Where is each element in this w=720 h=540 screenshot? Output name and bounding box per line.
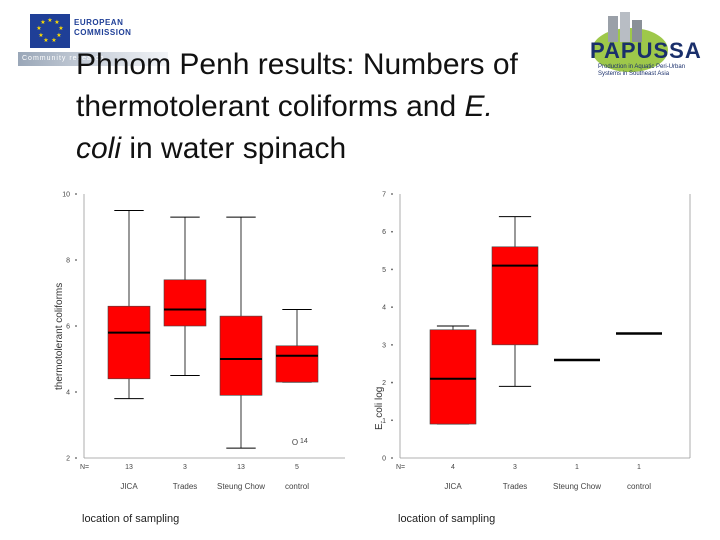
chart1-box [107,305,151,380]
chart2-ytick-label: 3 [382,342,386,349]
chart1-n-value: 3 [183,464,187,471]
svg-text:★: ★ [58,25,63,32]
chart1-ytick-label: 2 [66,456,70,463]
chart1-ylabel: thermotolerant coliforms [54,283,65,390]
eu-band-text: Community research [22,55,105,62]
chart1-ytick-mark [75,325,77,327]
chart2-n-value: 3 [513,464,517,471]
chart2-ytick-mark [391,230,393,233]
chart2-xlabel: location of sampling [398,513,496,525]
svg-text:★: ★ [54,19,59,26]
chart2-ytick-label: 1 [382,418,386,425]
chart2-n-value: 1 [575,464,579,471]
chart2-ytick-label: 2 [382,380,386,387]
svg-text:★: ★ [36,25,41,32]
papussa-subtitle: Production in Aquatic Peri-Urban Systems… [598,64,686,77]
chart1-n-value: 5 [295,464,299,471]
chart1-ytick-label: 6 [66,324,70,331]
title-italic-coli: coli [76,132,122,165]
chart2-n-value: 1 [637,464,641,471]
papussa-logo: PAPUSSA Production in Aquatic Peri-Urban… [580,10,720,90]
chart1-box [163,279,207,327]
chart2-ytick-label: 6 [382,229,386,236]
eu-flag-icon: ★ ★ ★ ★ ★ ★ ★ ★ ★ [30,14,70,48]
svg-text:★: ★ [47,17,52,24]
svg-text:★: ★ [51,37,56,44]
papussa-name: PAPUSSA [590,38,702,63]
chart1-outlier-marker: O [292,438,298,447]
chart2-ytick-mark [391,306,393,309]
chart1-category-label: JICA [120,482,138,491]
chart1-category-label: Steung Chow [217,482,265,491]
chart2-category-label: Steung Chow [553,482,601,491]
chart1-ytick-mark [75,391,77,393]
chart2-ytick-label: 7 [382,192,386,199]
page-title: Phnom Penh results: Numbers of thermotol… [76,44,636,170]
chart2-ytick-label: 4 [382,305,386,312]
chart2-n-value: 4 [451,464,455,471]
chart1-category-label: control [285,482,309,491]
chart2-ytick-label: 5 [382,267,386,274]
chart1-ytick-label: 4 [66,390,70,397]
european-commission-logo: ★ ★ ★ ★ ★ ★ ★ ★ ★ EUROPEAN COMMISSION Co… [18,12,168,68]
title-italic-e: E. [464,90,493,123]
eu-logo-text: EUROPEAN COMMISSION [74,18,131,38]
papussa-emblem-icon [592,12,668,72]
chart1-box [219,315,263,396]
chart2-category-label: Trades [503,482,528,491]
chart2-category-label: control [627,482,651,491]
title-line3-rest: in water spinach [121,132,347,165]
chart2-category-label: JICA [444,482,462,491]
chart2-n-label: N= [396,464,405,471]
svg-text:★: ★ [38,32,43,39]
chart2-ytick-mark [391,457,393,459]
chart1-outlier-label: 14 [300,438,308,445]
svg-text:★: ★ [43,37,48,44]
chart2-box [429,329,477,425]
chart1-n-label: N= [80,464,89,471]
chart1-category-label: Trades [173,482,198,491]
title-line1: Phnom Penh results: Numbers of [76,48,518,81]
eu-band: Community research [18,52,168,66]
chart1-ytick-mark [75,193,77,195]
eu-line2: COMMISSION [74,28,132,37]
eu-line1: EUROPEAN [74,18,124,27]
chart1-ytick-label: 10 [62,192,70,199]
chart2-ytick-mark [391,268,393,271]
chart1-ytick-label: 8 [66,258,70,265]
chart1-xlabel: location of sampling [82,513,180,525]
chart2-ytick-mark [391,193,393,195]
chart2-ytick-mark [391,419,393,422]
title-line2: thermotolerant coliforms and [76,90,465,123]
chart2-ylabel: E. coli log [374,387,385,430]
svg-text:★: ★ [40,19,45,26]
chart2-box [491,246,539,346]
chart2-ytick-mark [391,343,393,346]
chart1-n-value: 13 [237,464,245,471]
chart2-ytick-label: 0 [382,456,386,463]
chart1-n-value: 13 [125,464,133,471]
chart1-box [275,345,319,383]
chart1-ytick-mark [75,457,77,459]
svg-text:★: ★ [56,32,61,39]
chart1-ytick-mark [75,259,77,261]
chart2-ytick-mark [391,381,393,384]
